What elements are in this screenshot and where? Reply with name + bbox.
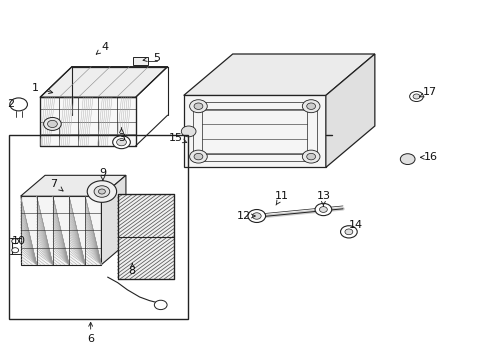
Text: 4: 4: [102, 42, 109, 52]
Circle shape: [10, 98, 27, 111]
Circle shape: [194, 153, 203, 160]
Text: 13: 13: [317, 191, 330, 201]
Bar: [9, 135, 188, 319]
Circle shape: [190, 100, 207, 113]
Circle shape: [307, 103, 316, 109]
Text: 8: 8: [129, 266, 136, 276]
Polygon shape: [40, 67, 168, 97]
Circle shape: [12, 239, 19, 244]
Circle shape: [248, 210, 266, 222]
Text: 14: 14: [349, 220, 363, 230]
Polygon shape: [184, 95, 326, 167]
Circle shape: [113, 136, 130, 149]
Polygon shape: [21, 196, 101, 265]
Circle shape: [12, 248, 19, 253]
Circle shape: [252, 213, 261, 219]
Circle shape: [98, 189, 105, 194]
Text: 10: 10: [12, 236, 25, 246]
Text: 15: 15: [169, 132, 182, 143]
Circle shape: [341, 226, 357, 238]
Circle shape: [315, 203, 332, 216]
Circle shape: [181, 126, 196, 137]
Circle shape: [302, 150, 320, 163]
Polygon shape: [101, 175, 126, 265]
Circle shape: [345, 229, 353, 235]
Polygon shape: [21, 175, 126, 196]
Circle shape: [194, 103, 203, 109]
Circle shape: [319, 207, 327, 212]
Circle shape: [190, 150, 207, 163]
Circle shape: [44, 117, 61, 130]
Circle shape: [48, 120, 57, 127]
Polygon shape: [184, 54, 375, 95]
Text: 17: 17: [423, 87, 437, 97]
Text: 12: 12: [237, 211, 251, 221]
Polygon shape: [40, 97, 136, 146]
Circle shape: [154, 300, 167, 310]
Polygon shape: [326, 54, 375, 167]
Text: 7: 7: [50, 179, 57, 189]
Text: 6: 6: [87, 334, 94, 344]
Circle shape: [117, 139, 126, 146]
Polygon shape: [133, 57, 148, 65]
Text: 5: 5: [153, 53, 160, 63]
Circle shape: [307, 153, 316, 160]
Circle shape: [400, 154, 415, 165]
Circle shape: [94, 186, 110, 197]
Circle shape: [410, 91, 423, 102]
Text: 11: 11: [275, 191, 289, 201]
Text: 9: 9: [99, 168, 106, 178]
Circle shape: [302, 100, 320, 113]
Circle shape: [413, 94, 420, 99]
Text: 1: 1: [32, 83, 39, 93]
Text: 16: 16: [424, 152, 438, 162]
Circle shape: [87, 181, 117, 202]
Text: 2: 2: [7, 99, 14, 109]
Text: 3: 3: [118, 133, 125, 143]
Polygon shape: [118, 194, 174, 279]
